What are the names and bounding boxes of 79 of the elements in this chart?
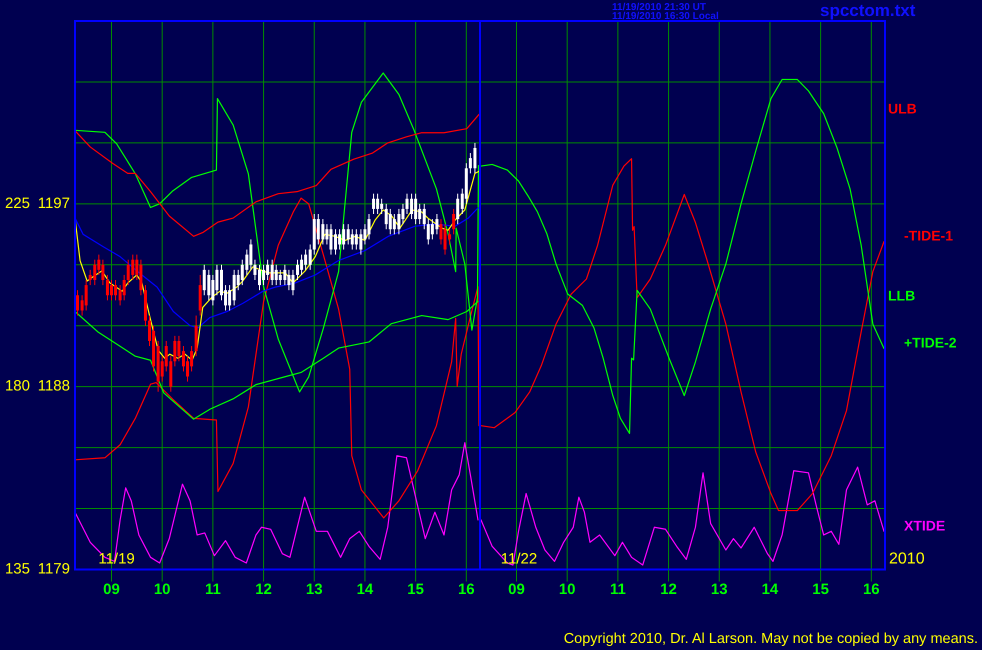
y2-tick-label: 225 <box>4 194 30 212</box>
candlestick <box>76 290 80 316</box>
candlestick <box>88 269 92 286</box>
chart-title: spcctom.txt <box>820 1 916 20</box>
text: Copyright 2010, Dr. Al Larson. May not be copied by any means. <box>564 631 978 647</box>
x-tick-label: 12 <box>660 580 677 598</box>
candlestick <box>101 259 104 286</box>
candlestick <box>414 193 418 225</box>
candlestick <box>338 228 342 250</box>
candlestick <box>173 335 176 367</box>
y-tick-label: 1179 <box>38 560 70 578</box>
x-tick-label: 16 <box>458 580 475 598</box>
x-tick-label: 10 <box>154 580 171 598</box>
candlestick <box>93 259 96 286</box>
x-tick-label: 10 <box>558 580 576 598</box>
x-tick-label: 09 <box>103 580 120 598</box>
candlestick <box>249 238 252 270</box>
candlestick <box>207 269 210 301</box>
candlestick <box>435 213 438 235</box>
candlestick <box>106 274 109 301</box>
text: ULB <box>888 100 917 116</box>
x-tick-label: 13 <box>710 580 728 598</box>
x-tick-label: 15 <box>812 580 829 598</box>
y-tick-label: 1197 <box>38 194 70 212</box>
y-tick-label: 1188 <box>38 378 70 395</box>
series-label: XTIDE <box>904 517 946 534</box>
candlestick <box>380 198 384 214</box>
x-tick-label: 15 <box>407 580 424 598</box>
x-tick-label: 13 <box>306 580 323 598</box>
candlestick <box>84 280 88 311</box>
candlestick <box>131 254 134 281</box>
candlestick <box>274 264 278 286</box>
candlestick <box>426 218 430 245</box>
candlestick <box>291 269 294 296</box>
x-tick-label: 16 <box>862 580 880 598</box>
candlestick <box>473 142 476 174</box>
text: 11/19/2010 21:30 UT <box>612 2 706 13</box>
candlestick <box>262 264 266 286</box>
candlestick <box>126 259 130 286</box>
candlestick <box>401 203 404 225</box>
candlestick <box>110 280 113 301</box>
candlestick <box>300 254 304 276</box>
x-axis-title: 2010 <box>889 550 925 568</box>
candlestick <box>452 208 456 235</box>
candlestick <box>283 264 286 286</box>
candlestick <box>418 203 422 225</box>
candlestick <box>266 259 270 281</box>
annotation: 11/19/2010 16:30 Local <box>612 11 719 22</box>
candlestick <box>367 213 370 240</box>
candlestick <box>296 259 300 281</box>
candlestick <box>114 280 118 301</box>
candlestick <box>342 224 346 250</box>
series-label: +TIDE-2 <box>904 334 957 350</box>
x-tick-label: 11 <box>204 580 221 598</box>
x-tick-label: 14 <box>762 580 779 598</box>
candlestick <box>406 193 409 214</box>
candlestick <box>388 208 392 235</box>
candlestick <box>304 249 308 270</box>
series-label: -TIDE-1 <box>904 227 954 244</box>
candlestick <box>122 274 126 301</box>
x-tick-label: 11 <box>610 580 626 598</box>
candlestick <box>359 228 362 256</box>
x-tick-label: 14 <box>356 580 374 598</box>
candlestick <box>287 269 290 291</box>
candlestick <box>376 193 380 214</box>
candlestick <box>456 193 460 225</box>
x-tick-label: 12 <box>255 580 272 598</box>
text: LLB <box>888 287 916 304</box>
candlestick <box>397 208 400 235</box>
candlestick <box>211 274 214 306</box>
candlestick <box>384 203 388 230</box>
annotation: 11/19 <box>98 550 135 568</box>
candlestick <box>444 224 447 256</box>
y2-tick-label: 135 <box>4 560 30 578</box>
candlestick <box>350 228 354 250</box>
y2-tick-label: 180 <box>4 378 30 395</box>
candlestick <box>372 193 376 214</box>
candlestick <box>321 218 324 245</box>
x-tick-label: 09 <box>508 580 525 598</box>
